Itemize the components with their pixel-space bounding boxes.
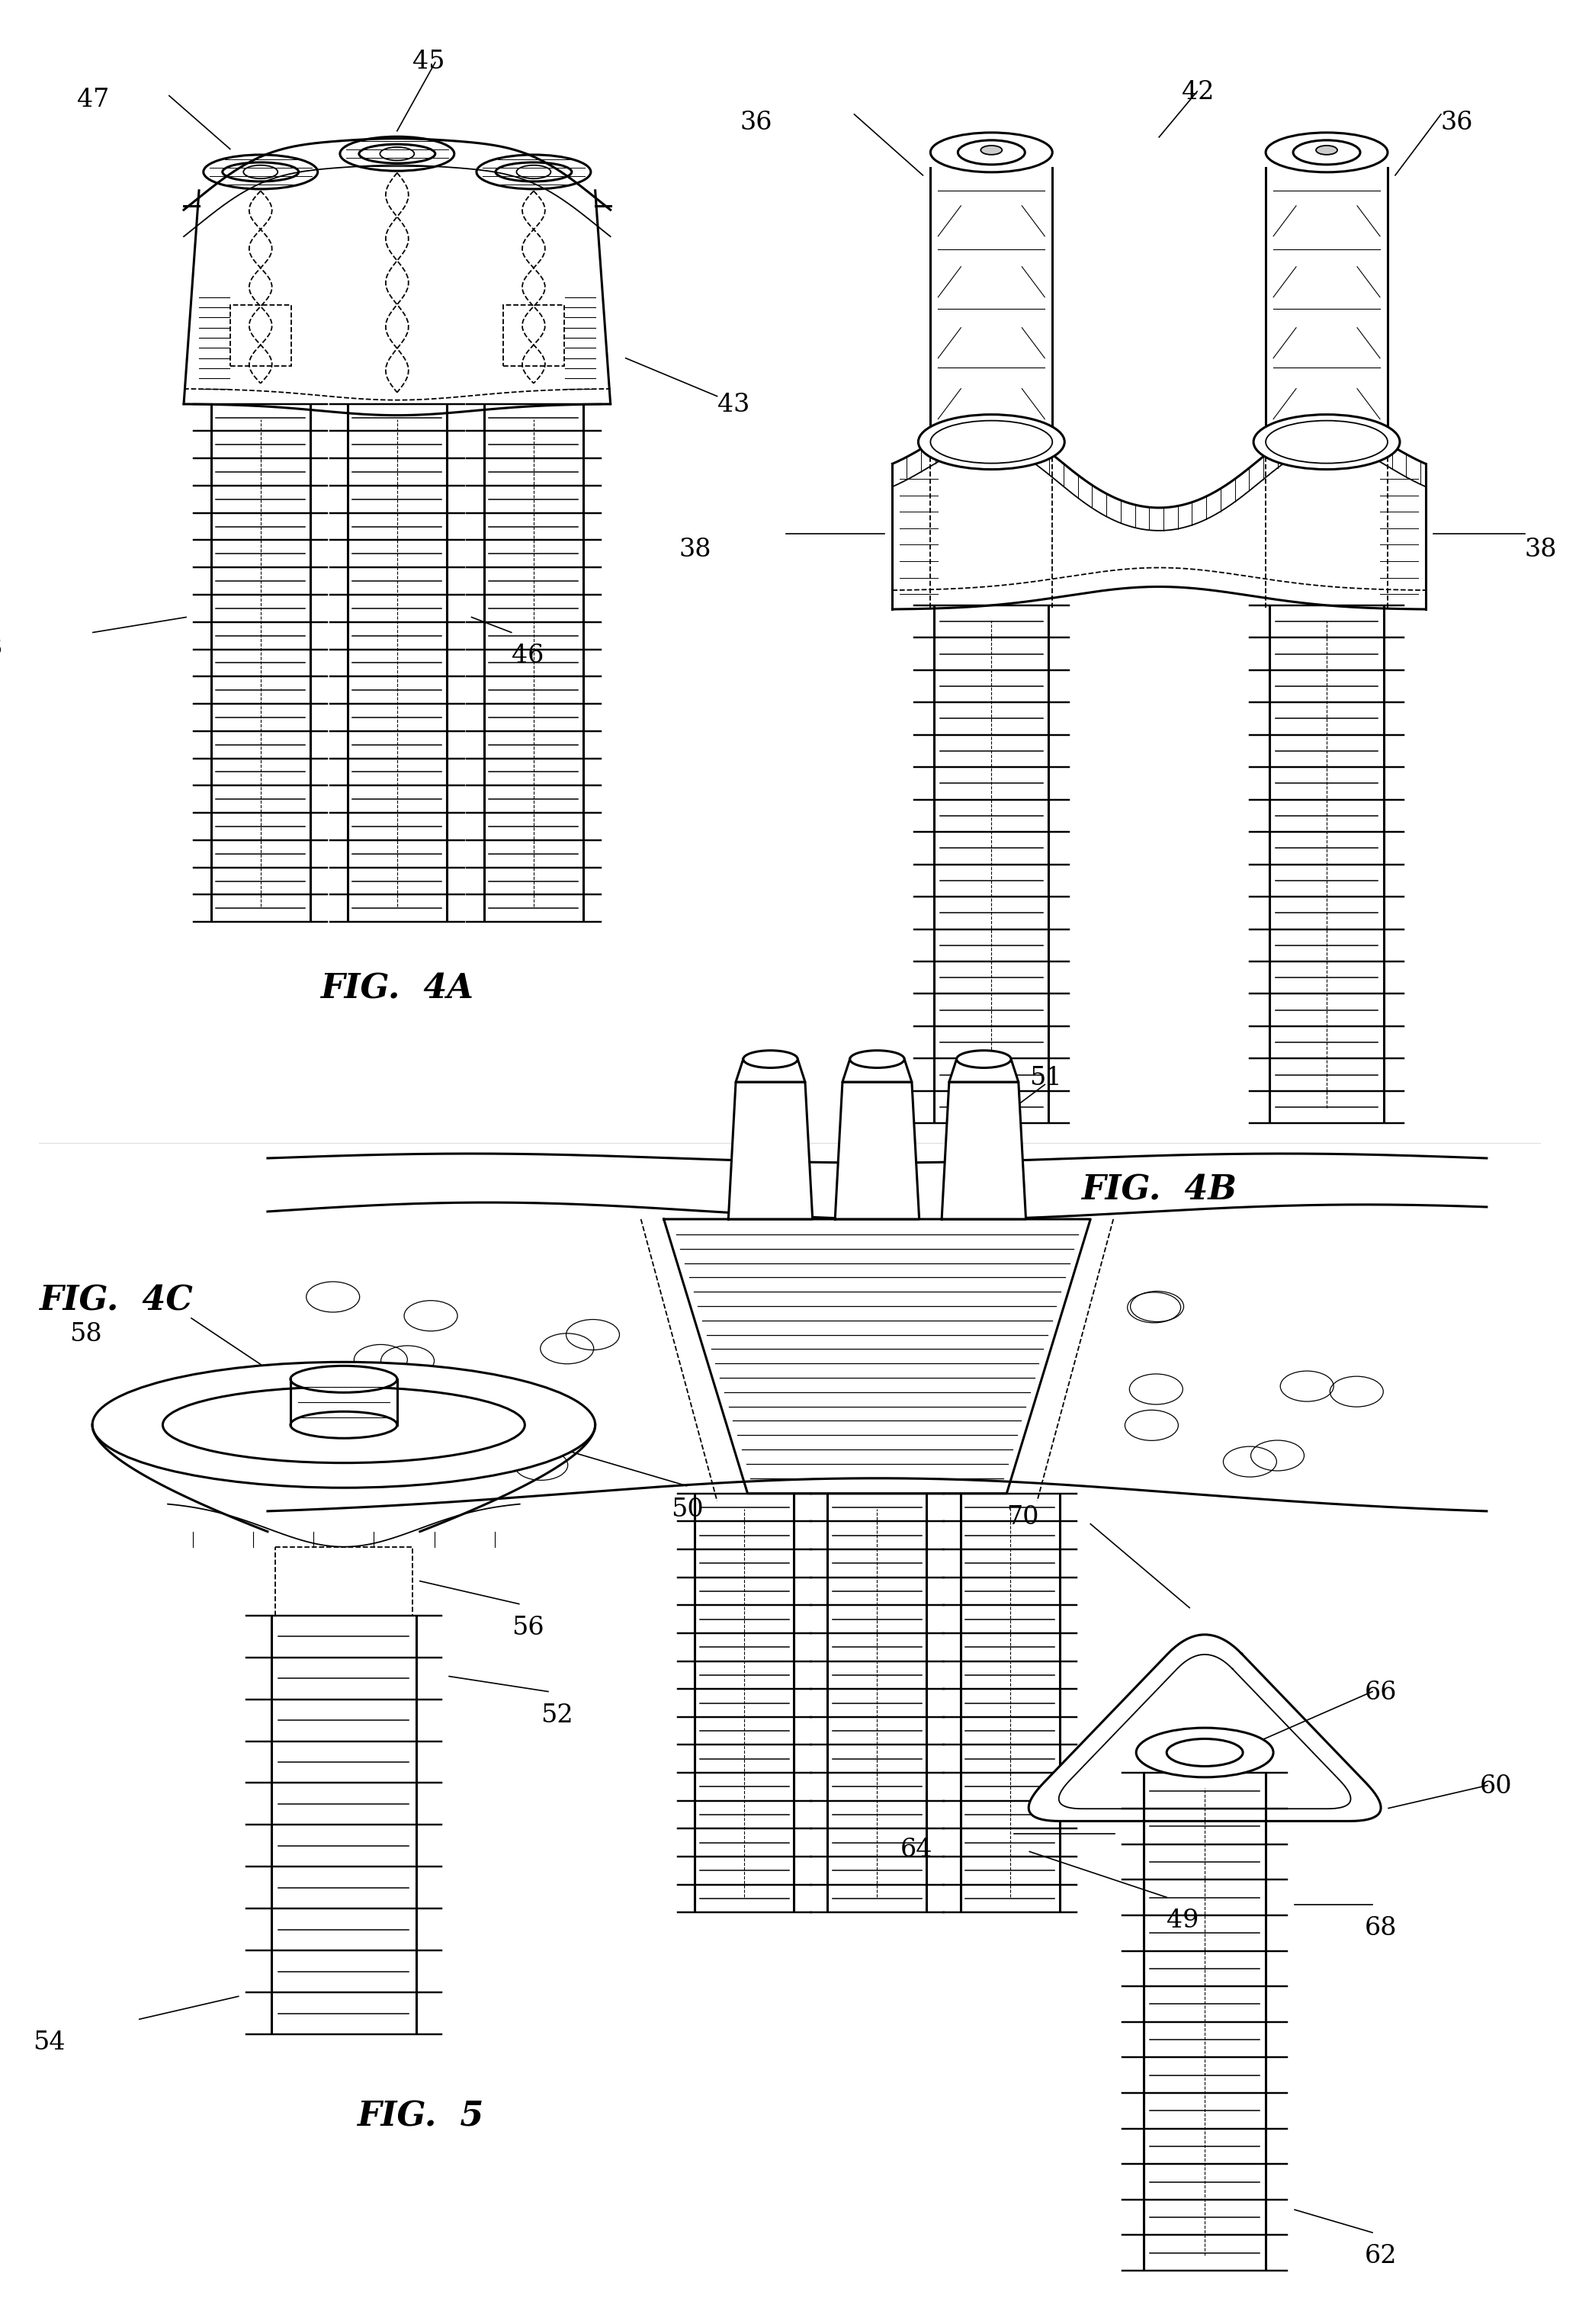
Text: 47: 47 <box>77 88 109 112</box>
Text: 43: 43 <box>717 393 750 416</box>
Ellipse shape <box>92 1362 595 1487</box>
Ellipse shape <box>919 414 1064 469</box>
Polygon shape <box>949 1060 1018 1083</box>
Text: 56: 56 <box>512 1615 543 1641</box>
Text: 36: 36 <box>741 112 772 135</box>
Text: 66: 66 <box>1364 1680 1397 1703</box>
Ellipse shape <box>1315 146 1337 156</box>
Text: FIG.  5: FIG. 5 <box>357 2101 483 2133</box>
Polygon shape <box>1028 1634 1382 1822</box>
Text: 38: 38 <box>1525 537 1557 562</box>
Text: 52: 52 <box>540 1703 573 1727</box>
Bar <box>231 304 291 365</box>
Polygon shape <box>835 1083 919 1220</box>
Polygon shape <box>663 1220 1091 1494</box>
Text: 54: 54 <box>33 2031 65 2054</box>
Polygon shape <box>736 1060 805 1083</box>
Text: 70: 70 <box>1007 1506 1039 1529</box>
Ellipse shape <box>1254 414 1401 469</box>
Ellipse shape <box>957 1050 1011 1067</box>
Ellipse shape <box>1137 1727 1273 1778</box>
Text: 60: 60 <box>1480 1773 1513 1799</box>
Text: FIG.  4B: FIG. 4B <box>1082 1174 1236 1206</box>
Polygon shape <box>728 1083 813 1220</box>
Text: 38: 38 <box>679 537 712 562</box>
Text: 62: 62 <box>1364 2245 1397 2268</box>
Ellipse shape <box>744 1050 797 1067</box>
Ellipse shape <box>981 146 1003 156</box>
Bar <box>504 304 564 365</box>
Text: 50: 50 <box>671 1497 704 1522</box>
Text: 49: 49 <box>1167 1908 1198 1934</box>
Text: 64: 64 <box>900 1838 932 1862</box>
Text: 42: 42 <box>1183 79 1214 105</box>
Polygon shape <box>941 1083 1026 1220</box>
Ellipse shape <box>1167 1738 1243 1766</box>
Text: 45: 45 <box>412 49 445 74</box>
Text: 46: 46 <box>512 644 543 669</box>
Text: 58: 58 <box>69 1322 103 1346</box>
Text: FIG.  4A: FIG. 4A <box>321 971 474 1004</box>
Text: 48: 48 <box>0 637 3 660</box>
Text: 36: 36 <box>1442 112 1473 135</box>
Ellipse shape <box>850 1050 905 1067</box>
Ellipse shape <box>930 132 1052 172</box>
Text: 68: 68 <box>1364 1917 1397 1941</box>
Ellipse shape <box>1266 132 1388 172</box>
Text: 51: 51 <box>1030 1064 1063 1090</box>
Ellipse shape <box>291 1367 396 1392</box>
Ellipse shape <box>291 1411 396 1439</box>
Text: FIG.  4C: FIG. 4C <box>39 1285 193 1318</box>
Polygon shape <box>843 1060 911 1083</box>
